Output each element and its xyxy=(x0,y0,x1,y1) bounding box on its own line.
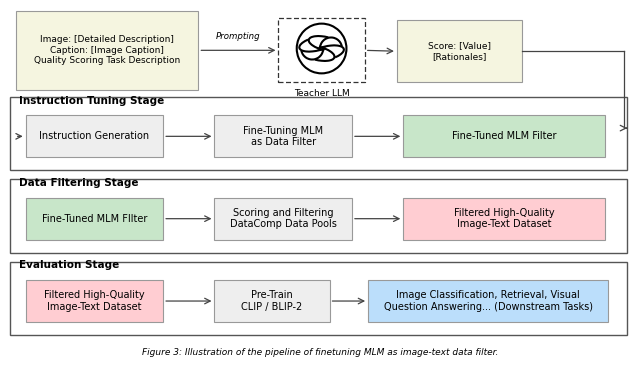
Text: Filtered High-Quality
Image-Text Dataset: Filtered High-Quality Image-Text Dataset xyxy=(44,290,145,312)
Text: Score: [Value]
[Rationales]: Score: [Value] [Rationales] xyxy=(428,41,491,61)
FancyBboxPatch shape xyxy=(214,280,330,322)
FancyBboxPatch shape xyxy=(10,179,627,253)
FancyBboxPatch shape xyxy=(10,262,627,335)
Text: Instruction Generation: Instruction Generation xyxy=(39,131,150,141)
FancyBboxPatch shape xyxy=(26,115,163,157)
Text: Fine-Tuning MLM
as Data Filter: Fine-Tuning MLM as Data Filter xyxy=(243,126,323,147)
FancyBboxPatch shape xyxy=(214,115,352,157)
FancyBboxPatch shape xyxy=(26,280,163,322)
Text: Evaluation Stage: Evaluation Stage xyxy=(19,260,120,270)
Text: Instruction Tuning Stage: Instruction Tuning Stage xyxy=(19,96,164,106)
FancyBboxPatch shape xyxy=(10,97,627,170)
FancyBboxPatch shape xyxy=(278,18,365,82)
FancyBboxPatch shape xyxy=(26,198,163,240)
Text: Data Filtering Stage: Data Filtering Stage xyxy=(19,178,139,188)
Text: Image: [Detailed Description]
Caption: [Image Caption]
Quality Scoring Task Desc: Image: [Detailed Description] Caption: [… xyxy=(34,36,180,65)
Text: Fine-Tuned MLM FIlter: Fine-Tuned MLM FIlter xyxy=(42,214,147,224)
Text: Pre-Train
CLIP / BLIP-2: Pre-Train CLIP / BLIP-2 xyxy=(241,290,303,312)
Text: Image Classification, Retrieval, Visual
Question Answering... (Downstream Tasks): Image Classification, Retrieval, Visual … xyxy=(383,290,593,312)
FancyBboxPatch shape xyxy=(403,198,605,240)
Text: Fine-Tuned MLM Filter: Fine-Tuned MLM Filter xyxy=(452,131,556,141)
FancyBboxPatch shape xyxy=(397,20,522,82)
Text: Scoring and Filtering
DataComp Data Pools: Scoring and Filtering DataComp Data Pool… xyxy=(230,208,337,229)
FancyBboxPatch shape xyxy=(214,198,352,240)
FancyBboxPatch shape xyxy=(403,115,605,157)
Text: Prompting: Prompting xyxy=(216,32,260,41)
Text: Teacher LLM: Teacher LLM xyxy=(294,89,349,98)
Text: Filtered High-Quality
Image-Text Dataset: Filtered High-Quality Image-Text Dataset xyxy=(454,208,554,229)
FancyBboxPatch shape xyxy=(16,11,198,90)
FancyBboxPatch shape xyxy=(368,280,608,322)
Text: Figure 3: Illustration of the pipeline of finetuning MLM as image-text data filt: Figure 3: Illustration of the pipeline o… xyxy=(142,348,498,357)
